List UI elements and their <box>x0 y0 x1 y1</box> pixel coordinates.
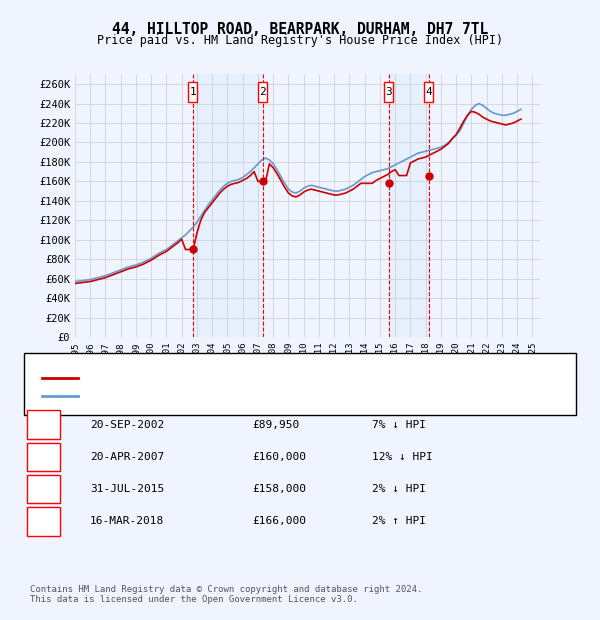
FancyBboxPatch shape <box>258 82 267 102</box>
Text: £89,950: £89,950 <box>252 420 299 430</box>
Text: Contains HM Land Registry data © Crown copyright and database right 2024.
This d: Contains HM Land Registry data © Crown c… <box>30 585 422 604</box>
Text: 44, HILLTOP ROAD, BEARPARK, DURHAM, DH7 7TL: 44, HILLTOP ROAD, BEARPARK, DURHAM, DH7 … <box>112 22 488 37</box>
FancyBboxPatch shape <box>188 82 197 102</box>
Text: Price paid vs. HM Land Registry's House Price Index (HPI): Price paid vs. HM Land Registry's House … <box>97 34 503 47</box>
Text: 44, HILLTOP ROAD, BEARPARK, DURHAM, DH7 7TL (detached house): 44, HILLTOP ROAD, BEARPARK, DURHAM, DH7 … <box>84 373 437 383</box>
Text: 7% ↓ HPI: 7% ↓ HPI <box>372 420 426 430</box>
Text: £160,000: £160,000 <box>252 452 306 462</box>
FancyBboxPatch shape <box>384 82 394 102</box>
Text: 3: 3 <box>385 87 392 97</box>
Text: 1: 1 <box>190 87 196 97</box>
Text: HPI: Average price, detached house, County Durham: HPI: Average price, detached house, Coun… <box>84 391 372 401</box>
Text: 12% ↓ HPI: 12% ↓ HPI <box>372 452 433 462</box>
Text: £158,000: £158,000 <box>252 484 306 494</box>
FancyBboxPatch shape <box>424 82 433 102</box>
Text: 2: 2 <box>40 452 47 462</box>
Text: 4: 4 <box>425 87 432 97</box>
Text: 2: 2 <box>259 87 266 97</box>
Bar <box>389 74 429 337</box>
Text: 16-MAR-2018: 16-MAR-2018 <box>90 516 164 526</box>
Text: 3: 3 <box>40 484 47 494</box>
Text: 4: 4 <box>40 516 47 526</box>
Text: 31-JUL-2015: 31-JUL-2015 <box>90 484 164 494</box>
Text: 2% ↑ HPI: 2% ↑ HPI <box>372 516 426 526</box>
Text: 20-APR-2007: 20-APR-2007 <box>90 452 164 462</box>
Text: £166,000: £166,000 <box>252 516 306 526</box>
Text: 2% ↓ HPI: 2% ↓ HPI <box>372 484 426 494</box>
Text: 20-SEP-2002: 20-SEP-2002 <box>90 420 164 430</box>
Text: 1: 1 <box>40 420 47 430</box>
Bar <box>193 74 263 337</box>
